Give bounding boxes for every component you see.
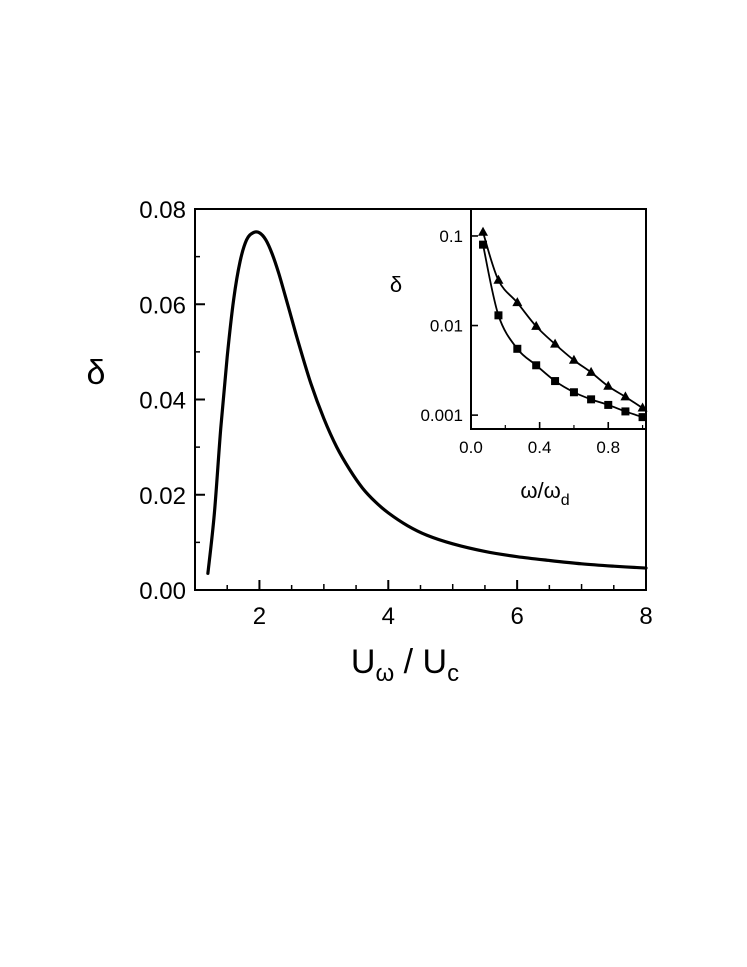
triangle-marker xyxy=(637,402,648,412)
square-marker xyxy=(551,377,560,386)
main-y-tick-label: 0.02 xyxy=(139,483,186,510)
inset-series-line-square xyxy=(482,244,643,418)
square-marker xyxy=(494,311,503,320)
square-marker xyxy=(513,344,522,353)
triangle-marker xyxy=(493,274,504,284)
inset-x-tick-label: 0.4 xyxy=(528,438,552,457)
main-y-tick-label: 0.08 xyxy=(139,197,186,224)
square-marker xyxy=(479,240,488,249)
main-tick-labels: 2 4 6 8 0.00 0.02 0.04 0.06 0.08 xyxy=(139,197,652,630)
triangle-marker xyxy=(603,380,614,390)
square-marker xyxy=(569,388,578,397)
inset-x-tick-label: 0.8 xyxy=(596,438,620,457)
inset-ticks xyxy=(470,235,644,429)
triangle-marker xyxy=(531,320,542,330)
main-x-axis-label: Uω / Uc xyxy=(351,643,459,687)
main-x-tick-label: 2 xyxy=(253,603,266,630)
inset-series xyxy=(478,226,648,422)
square-marker xyxy=(604,400,613,409)
main-ticks xyxy=(195,208,647,591)
main-y-tick-label: 0.00 xyxy=(139,578,186,605)
inset-x-tick-label: 0.0 xyxy=(459,438,483,457)
main-x-tick-label: 6 xyxy=(510,603,523,630)
inset-y-tick-label: 0.01 xyxy=(430,317,463,336)
square-marker xyxy=(638,413,647,422)
triangle-marker xyxy=(568,354,579,364)
square-marker xyxy=(621,407,630,416)
square-marker xyxy=(587,395,596,404)
inset-y-tick-label: 0.1 xyxy=(439,227,463,246)
main-y-tick-label: 0.06 xyxy=(139,292,186,319)
main-y-tick-label: 0.04 xyxy=(139,388,186,415)
inset-x-axis-label: ω/ωd xyxy=(520,478,569,509)
inset-y-tick-label: 0.001 xyxy=(420,406,463,425)
triangle-marker xyxy=(586,366,597,376)
inset-tick-labels: 0.0 0.4 0.8 0.001 0.01 0.1 xyxy=(420,227,620,457)
triangle-marker xyxy=(550,338,561,348)
triangle-marker xyxy=(512,297,523,307)
main-x-tick-label: 4 xyxy=(382,603,395,630)
main-chart: 2 4 6 8 0.00 0.02 0.04 0.06 0.08 δ Uω / Uc xyxy=(87,197,653,687)
main-y-axis-label: δ xyxy=(87,354,106,392)
main-x-tick-label: 8 xyxy=(639,603,652,630)
inset-series-line-triangle xyxy=(482,231,644,409)
main-series-line xyxy=(206,230,648,575)
triangle-marker xyxy=(620,391,631,401)
inset-y-axis-label: δ xyxy=(390,272,402,297)
triangle-marker xyxy=(478,226,489,236)
square-marker xyxy=(532,361,541,370)
inset-chart: 0.0 0.4 0.8 0.001 0.01 0.1 δ ω/ωd xyxy=(390,208,648,509)
